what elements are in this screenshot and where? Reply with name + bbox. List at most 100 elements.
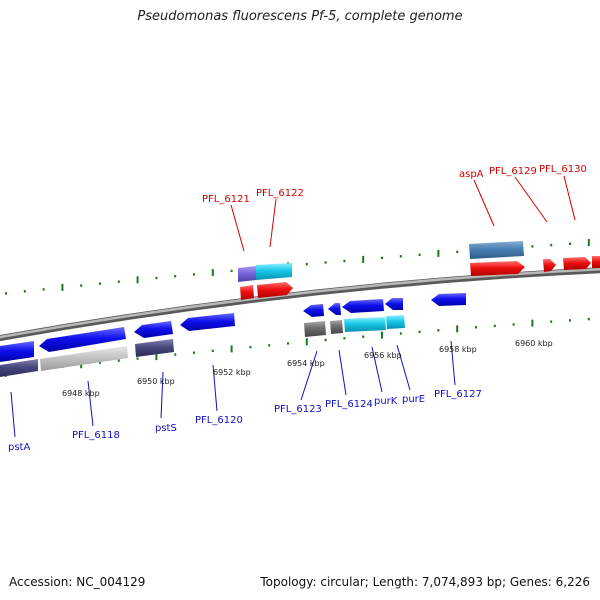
upper-minor-tick <box>155 276 158 280</box>
label-PFL-6122: PFL_6122 <box>256 188 304 199</box>
gene-PFL-6129[interactable] <box>543 259 556 272</box>
gene-PFL-6124[interactable] <box>328 303 341 315</box>
gene-purK[interactable] <box>342 299 384 313</box>
scale-label-6950: 6950 kbp <box>137 377 175 386</box>
upper-major-tick <box>437 249 440 257</box>
gene-purE[interactable] <box>385 298 403 310</box>
upper-minor-tick <box>99 282 101 285</box>
label-PFL-6124: PFL_6124 <box>325 399 373 410</box>
reverse-genes-outer <box>0 293 466 362</box>
gene-PFL-6130[interactable] <box>563 257 591 270</box>
gene-PFL-6120[interactable] <box>180 313 235 331</box>
lower-minor-tick <box>174 353 177 356</box>
gene-PFL-6122[interactable] <box>257 282 293 298</box>
label-purE: purE <box>402 394 425 405</box>
upper-minor-tick <box>550 243 553 247</box>
upper-minor-tick <box>399 255 402 258</box>
lower-minor-tick <box>475 326 477 329</box>
lower-major-tick <box>381 331 383 339</box>
upper-major-tick <box>136 276 139 284</box>
upper-minor-tick <box>23 290 26 293</box>
map-title: Pseudomonas fluorescens Pf-5, complete g… <box>137 9 463 24</box>
lower-minor-tick <box>343 337 346 340</box>
upper-minor-tick <box>418 253 421 256</box>
gene-PFL-6118[interactable] <box>39 327 126 352</box>
lower-minor-tick <box>268 344 271 347</box>
upper-major-tick <box>211 269 214 277</box>
upper-minor-tick <box>193 273 195 276</box>
label-PFL-6120: PFL_6120 <box>195 415 243 426</box>
lower-minor-tick <box>418 330 421 334</box>
lower-minor-tick <box>569 319 571 322</box>
lower-minor-tick <box>493 324 496 328</box>
gene-next-forward[interactable] <box>592 256 600 268</box>
lower-minor-tick <box>136 357 139 360</box>
scale-label-6954: 6954 kbp <box>287 359 325 368</box>
scale-labels: 6948 kbp 6950 kbp 6952 kbp 6954 kbp 6956… <box>62 339 553 398</box>
lower-minor-tick <box>399 332 402 335</box>
scale-label-6948: 6948 kbp <box>62 389 100 398</box>
feature-aspA-outer <box>469 241 524 259</box>
scale-label-6960: 6960 kbp <box>515 339 553 348</box>
upper-minor-tick <box>230 269 233 273</box>
upper-major-tick <box>362 255 365 263</box>
feature-pstS-inner <box>135 339 174 357</box>
gene-PFL-6123[interactable] <box>303 304 324 317</box>
lower-minor-tick <box>437 329 440 332</box>
lower-major-tick <box>305 338 308 346</box>
lower-minor-tick <box>117 359 120 362</box>
upper-major-tick <box>587 239 590 246</box>
feature-PFL-6123-inner <box>304 321 326 337</box>
gene-pstS[interactable] <box>134 321 173 338</box>
label-purK: purK <box>374 396 398 407</box>
label-PFL-6121: PFL_6121 <box>202 194 250 205</box>
gene-aspA[interactable] <box>470 261 525 276</box>
genome-backbone <box>0 267 600 342</box>
label-PFL-6127: PFL_6127 <box>434 389 482 400</box>
lower-minor-tick <box>512 323 515 326</box>
lower-minor-tick <box>249 345 252 349</box>
lower-minor-tick <box>550 320 553 323</box>
feature-PFL-6121-outer <box>238 266 256 282</box>
feature-PFL-6118-inner <box>40 346 128 371</box>
lower-major-tick <box>230 345 233 353</box>
scale-label-6956: 6956 kbp <box>364 351 402 360</box>
label-PFL-6130: PFL_6130 <box>539 164 587 175</box>
upper-minor-tick <box>531 245 534 248</box>
upper-minor-tick <box>343 259 346 263</box>
upper-minor-tick <box>117 280 120 283</box>
lower-minor-tick <box>211 349 214 352</box>
feature-purK-inner <box>344 317 386 332</box>
label-PFL-6129: PFL_6129 <box>489 166 537 177</box>
feature-PFL-6122-outer <box>256 263 292 280</box>
label-aspA: aspA <box>459 169 484 180</box>
feature-pstA-inner <box>0 359 38 377</box>
feature-PFL-6124-inner <box>330 320 343 334</box>
gene-PFL-6121[interactable] <box>240 285 254 300</box>
lower-minor-tick <box>324 338 327 342</box>
lower-major-tick <box>155 353 158 361</box>
gene-pstA[interactable] <box>0 341 34 362</box>
top-gene-labels: PFL_6121 PFL_6122 aspA PFL_6129 PFL_6130 <box>202 164 587 205</box>
forward-genes-inner <box>240 256 600 300</box>
upper-minor-tick <box>5 292 7 295</box>
scale-label-6958: 6958 kbp <box>439 345 477 354</box>
topology-text: Topology: circular; Length: 7,074,893 bp… <box>260 575 590 589</box>
lower-major-tick <box>456 325 459 333</box>
top-leader-lines <box>230 175 576 252</box>
gene-PFL-6127[interactable] <box>431 293 466 306</box>
label-PFL-6118: PFL_6118 <box>72 430 120 441</box>
feature-purE-inner <box>386 315 405 329</box>
upper-minor-tick <box>174 275 177 278</box>
lower-minor-tick <box>193 351 195 354</box>
bottom-gene-labels: pstA PFL_6118 pstS PFL_6120 PFL_6123 PFL… <box>8 389 482 453</box>
label-PFL-6123: PFL_6123 <box>274 404 322 415</box>
lower-minor-tick <box>587 317 590 321</box>
upper-major-tick <box>61 283 64 291</box>
reverse-features-inner <box>0 315 405 377</box>
scale-label-6952: 6952 kbp <box>213 368 251 377</box>
upper-minor-tick <box>42 288 45 291</box>
lower-major-tick <box>531 319 534 327</box>
upper-minor-tick <box>305 263 308 266</box>
upper-minor-tick <box>569 242 571 245</box>
